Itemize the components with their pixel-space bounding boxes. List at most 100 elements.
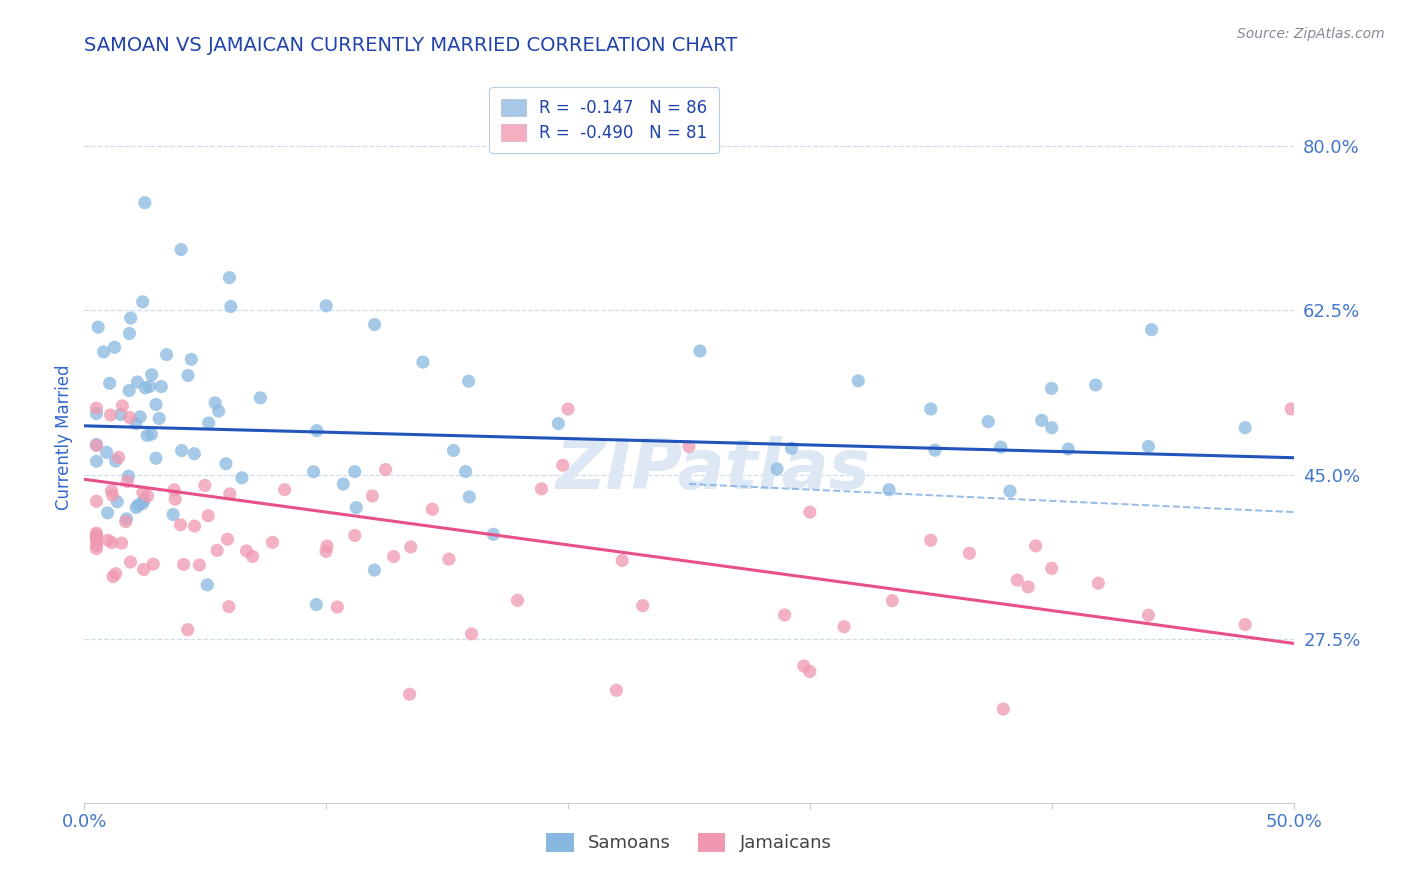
Point [136, 489, 159, 503]
Point [1017, 580, 1039, 594]
Point [612, 553, 634, 567]
Point [125, 500, 148, 515]
Point [98, 376, 121, 391]
Point [993, 702, 1015, 716]
Point [443, 443, 465, 458]
Point [131, 294, 153, 309]
Text: ZIPatlas: ZIPatlas [555, 436, 870, 503]
Point [398, 687, 420, 701]
Point [780, 442, 803, 456]
Point [361, 489, 384, 503]
Point [305, 598, 328, 612]
Point [86, 533, 108, 547]
Point [111, 399, 134, 413]
Point [631, 599, 654, 613]
Point [118, 326, 141, 341]
Point [127, 498, 149, 512]
Point [218, 270, 240, 285]
Point [557, 401, 579, 416]
Point [125, 417, 148, 431]
Point [127, 375, 149, 389]
Point [219, 300, 242, 314]
Point [262, 535, 284, 549]
Point [183, 447, 205, 461]
Point [141, 427, 163, 442]
Point [86, 437, 108, 451]
Point [162, 508, 184, 522]
Point [141, 368, 163, 382]
Point [188, 558, 211, 572]
Point [150, 379, 173, 393]
Text: SAMOAN VS JAMAICAN CURRENTLY MARRIED CORRELATION CHART: SAMOAN VS JAMAICAN CURRENTLY MARRIED COR… [84, 36, 738, 54]
Point [197, 416, 219, 430]
Point [86, 401, 108, 416]
Point [382, 549, 405, 564]
Point [118, 410, 141, 425]
Point [129, 409, 152, 424]
Point [1031, 413, 1053, 427]
Point [132, 562, 155, 576]
Point [1140, 323, 1163, 337]
Point [1040, 381, 1063, 395]
Point [363, 563, 385, 577]
Point [117, 469, 139, 483]
Point [482, 527, 505, 541]
Point [1025, 539, 1047, 553]
Point [315, 544, 337, 558]
Point [458, 490, 481, 504]
Point [145, 451, 167, 466]
Point [689, 343, 711, 358]
Point [605, 683, 627, 698]
Point [100, 483, 122, 498]
Point [100, 408, 122, 422]
Point [551, 458, 574, 473]
Point [97, 533, 120, 548]
Point [132, 493, 155, 508]
Point [882, 593, 904, 607]
Point [120, 310, 142, 325]
Point [204, 396, 226, 410]
Point [97, 506, 120, 520]
Point [104, 340, 127, 354]
Point [86, 530, 108, 544]
Point [86, 541, 108, 556]
Point [86, 539, 108, 553]
Point [101, 488, 124, 502]
Point [316, 539, 339, 553]
Point [86, 526, 108, 541]
Point [231, 471, 253, 485]
Point [120, 555, 142, 569]
Point [197, 508, 219, 523]
Point [170, 243, 193, 257]
Point [195, 578, 218, 592]
Point [180, 352, 202, 367]
Point [207, 404, 229, 418]
Point [117, 475, 139, 489]
Point [134, 381, 156, 395]
Point [1137, 608, 1160, 623]
Point [1087, 576, 1109, 591]
Y-axis label: Currently Married: Currently Married [55, 364, 73, 510]
Point [877, 483, 900, 497]
Point [217, 532, 239, 546]
Point [343, 465, 366, 479]
Point [343, 528, 366, 542]
Point [131, 497, 153, 511]
Point [104, 454, 127, 468]
Point [1234, 420, 1257, 434]
Point [998, 484, 1021, 499]
Point [155, 348, 177, 362]
Point [412, 355, 434, 369]
Point [1007, 573, 1029, 587]
Point [977, 415, 1000, 429]
Point [218, 599, 240, 614]
Point [86, 438, 108, 452]
Point [86, 533, 108, 547]
Point [165, 492, 187, 507]
Point [678, 440, 700, 454]
Point [315, 299, 337, 313]
Point [110, 408, 132, 422]
Point [136, 428, 159, 442]
Point [547, 417, 569, 431]
Point [183, 519, 205, 533]
